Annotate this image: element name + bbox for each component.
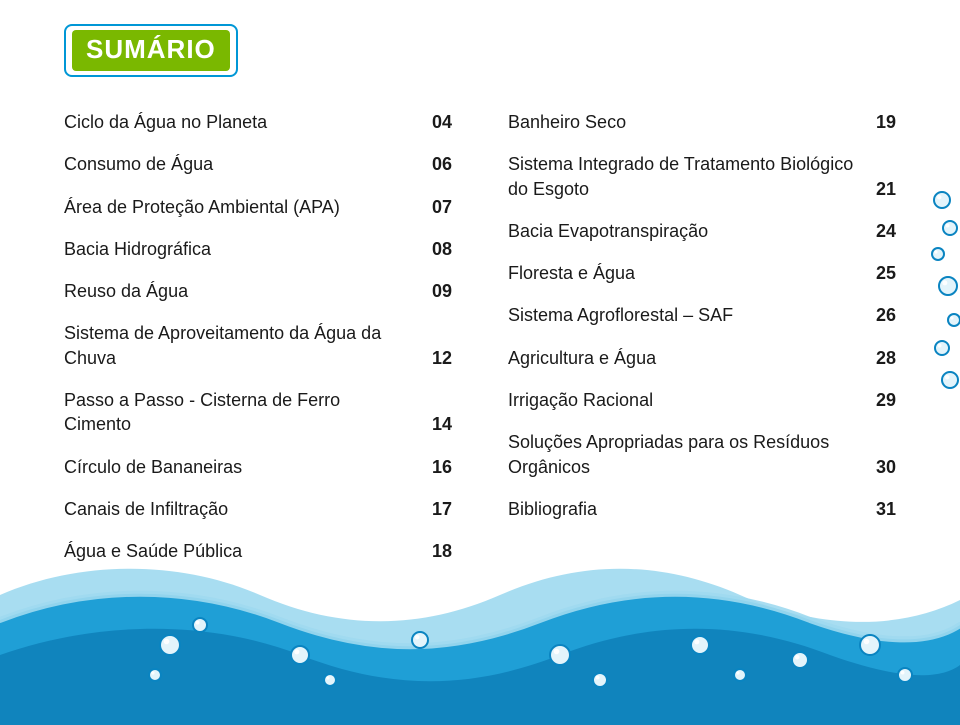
toc-title: Floresta e Água (508, 261, 876, 285)
toc-column-right: Banheiro Seco19Sistema Integrado de Trat… (508, 101, 896, 573)
toc-title: Área de Proteção Ambiental (APA) (64, 195, 432, 219)
toc-page-number: 12 (432, 346, 452, 370)
toc-title: Canais de Infiltração (64, 497, 432, 521)
toc-page-number: 19 (876, 110, 896, 134)
toc-title: Água e Saúde Pública (64, 539, 432, 563)
toc-row: Ciclo da Água no Planeta04 (64, 101, 452, 143)
toc-page-number: 26 (876, 303, 896, 327)
toc-row: Canais de Infiltração17 (64, 488, 452, 530)
toc-title: Consumo de Água (64, 152, 432, 176)
toc-page-number: 30 (876, 455, 896, 479)
toc-title: Bibliografia (508, 497, 876, 521)
toc-page-number: 29 (876, 388, 896, 412)
toc-page-number: 28 (876, 346, 896, 370)
toc-title: Agricultura e Água (508, 346, 876, 370)
toc-page-number: 08 (432, 237, 452, 261)
toc-title: Ciclo da Água no Planeta (64, 110, 432, 134)
toc-page-number: 25 (876, 261, 896, 285)
toc-row: Passo a Passo - Cisterna de Ferro Ciment… (64, 379, 452, 446)
title-badge: SUMÁRIO (72, 30, 230, 71)
toc-row: Bacia Evapotranspiração24 (508, 210, 896, 252)
toc-title: Soluções Apropriadas para os Resíduos Or… (508, 430, 876, 479)
toc-title: Bacia Hidrográfica (64, 237, 432, 261)
toc-row: Reuso da Água09 (64, 270, 452, 312)
toc-title: Passo a Passo - Cisterna de Ferro Ciment… (64, 388, 432, 437)
toc-page-number: 07 (432, 195, 452, 219)
toc-page-number: 31 (876, 497, 896, 521)
title-badge-frame: SUMÁRIO (64, 24, 238, 77)
toc-title: Reuso da Água (64, 279, 432, 303)
toc-columns: Ciclo da Água no Planeta04Consumo de Águ… (64, 101, 896, 573)
toc-row: Floresta e Água25 (508, 252, 896, 294)
toc-page-number: 16 (432, 455, 452, 479)
page: SUMÁRIO Ciclo da Água no Planeta04Consum… (0, 0, 960, 725)
toc-page-number: 24 (876, 219, 896, 243)
toc-row: Soluções Apropriadas para os Resíduos Or… (508, 421, 896, 488)
toc-row: Irrigação Racional29 (508, 379, 896, 421)
toc-row: Bacia Hidrográfica08 (64, 228, 452, 270)
toc-title: Círculo de Bananeiras (64, 455, 432, 479)
bubbles-right-icon (920, 190, 960, 410)
toc-row: Área de Proteção Ambiental (APA)07 (64, 186, 452, 228)
toc-row: Consumo de Água06 (64, 143, 452, 185)
toc-row: Sistema de Aproveitamento da Água da Chu… (64, 312, 452, 379)
toc-page-number: 21 (876, 177, 896, 201)
toc-title: Irrigação Racional (508, 388, 876, 412)
toc-row: Agricultura e Água28 (508, 337, 896, 379)
toc-row: Banheiro Seco19 (508, 101, 896, 143)
toc-row: Bibliografia31 (508, 488, 896, 530)
toc-page-number: 17 (432, 497, 452, 521)
toc-row: Círculo de Bananeiras16 (64, 446, 452, 488)
toc-page-number: 14 (432, 412, 452, 436)
toc-title: Sistema Agroflorestal – SAF (508, 303, 876, 327)
toc-column-left: Ciclo da Água no Planeta04Consumo de Águ… (64, 101, 452, 573)
toc-page-number: 06 (432, 152, 452, 176)
toc-row: Água e Saúde Pública18 (64, 530, 452, 572)
toc-row: Sistema Integrado de Tratamento Biológic… (508, 143, 896, 210)
toc-title: Banheiro Seco (508, 110, 876, 134)
toc-row: Sistema Agroflorestal – SAF26 (508, 294, 896, 336)
toc-title: Bacia Evapotranspiração (508, 219, 876, 243)
toc-page-number: 09 (432, 279, 452, 303)
toc-page-number: 18 (432, 539, 452, 563)
toc-title: Sistema de Aproveitamento da Água da Chu… (64, 321, 432, 370)
toc-title: Sistema Integrado de Tratamento Biológic… (508, 152, 876, 201)
toc-page-number: 04 (432, 110, 452, 134)
